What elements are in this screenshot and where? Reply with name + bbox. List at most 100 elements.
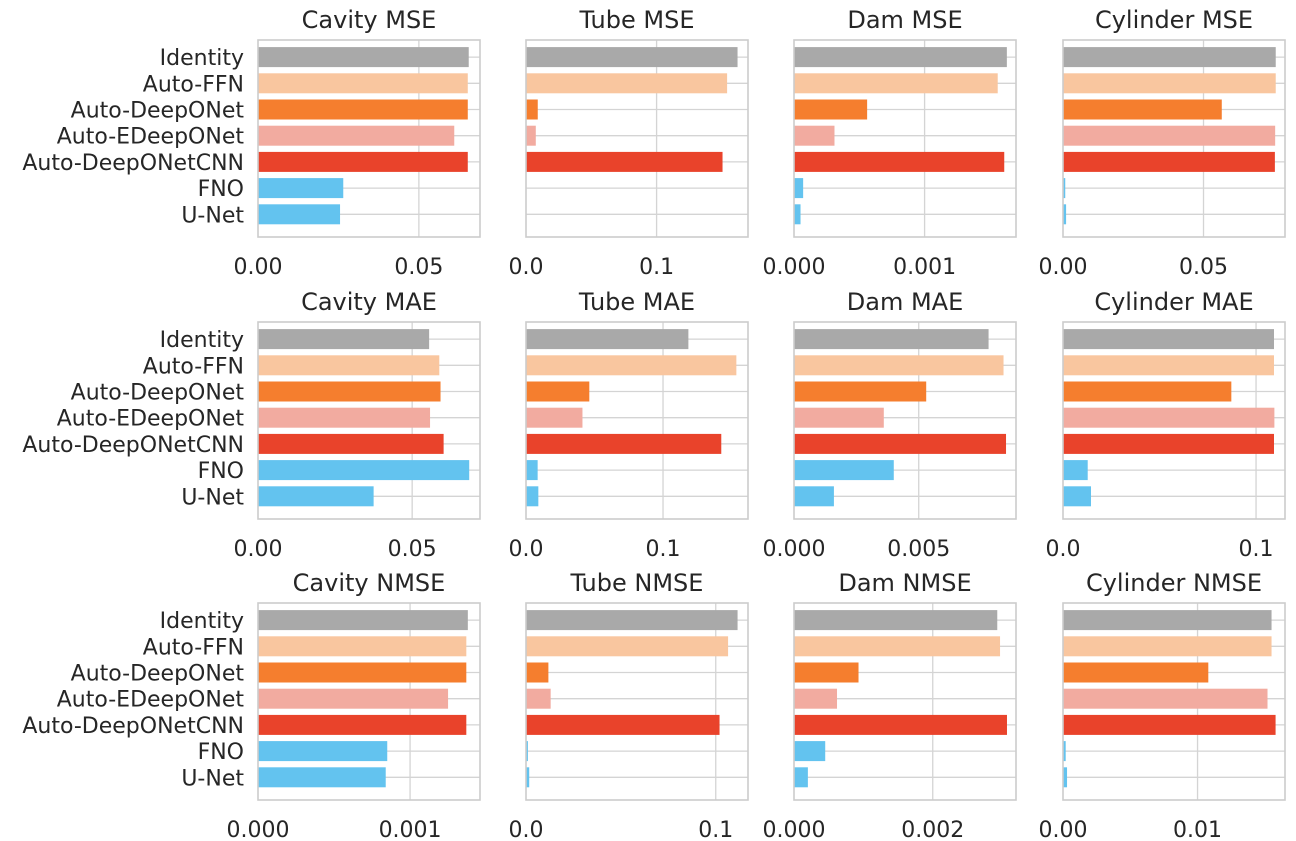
bar-cylinder-mse-identity	[1063, 47, 1276, 68]
bar-tube-mae-auto-edeeponet	[526, 407, 583, 428]
bar-cylinder-mse-auto-ffn	[1063, 73, 1276, 94]
category-label: Auto-EDeepONet	[57, 125, 245, 150]
bar-cylinder-mae-auto-edeeponet	[1063, 407, 1275, 428]
x-tick-label: 0.000	[763, 818, 826, 841]
bar-cavity-nmse-u-net	[258, 767, 386, 788]
bar-dam-mae-auto-ffn	[794, 355, 1004, 376]
bar-cylinder-mse-auto-edeeponet	[1063, 125, 1276, 146]
bar-cavity-nmse-auto-deeponet	[258, 662, 467, 683]
x-tick-label: 0.0	[509, 255, 544, 280]
panel-frame-tube-mae	[525, 321, 749, 520]
category-label: Auto-FFN	[143, 635, 244, 660]
x-tick-label: 0.00	[234, 255, 283, 280]
category-label: Auto-FFN	[143, 354, 244, 379]
bar-cavity-nmse-identity	[258, 610, 468, 631]
category-label: U-Net	[181, 203, 244, 228]
category-label: Auto-DeepONetCNN	[22, 151, 244, 176]
bar-cavity-mae-auto-edeeponet	[258, 407, 431, 428]
bar-cylinder-mse-u-net	[1063, 204, 1067, 225]
x-tick-label: 0.1	[698, 818, 733, 841]
chart-title-cavity-mae: Cavity MAE	[301, 288, 437, 316]
bar-cavity-mse-identity	[258, 47, 469, 68]
bar-cavity-mae-identity	[258, 329, 430, 350]
bar-cylinder-mae-fno	[1063, 460, 1088, 481]
bar-cylinder-mse-auto-deeponetcnn	[1063, 151, 1275, 172]
bar-tube-mse-auto-deeponet	[526, 99, 538, 120]
bar-dam-mae-auto-deeponet	[794, 381, 927, 402]
chart-title-cavity-mse: Cavity MSE	[302, 6, 437, 34]
category-label: FNO	[198, 177, 244, 202]
bar-dam-nmse-auto-ffn	[794, 636, 1001, 657]
bar-dam-mse-auto-edeeponet	[794, 125, 835, 146]
chart-title-cavity-nmse: Cavity NMSE	[293, 569, 446, 597]
bar-dam-mse-fno	[794, 178, 804, 199]
bar-tube-nmse-auto-deeponet	[526, 662, 549, 683]
bar-tube-nmse-auto-deeponetcnn	[526, 714, 720, 735]
bar-cavity-nmse-auto-deeponetcnn	[258, 714, 467, 735]
bar-cylinder-nmse-auto-ffn	[1063, 636, 1272, 657]
bar-dam-nmse-auto-deeponet	[794, 662, 859, 683]
chart-title-dam-mse: Dam MSE	[847, 6, 962, 34]
x-tick-label: 0.001	[379, 818, 442, 841]
bar-dam-mse-auto-ffn	[794, 73, 998, 94]
bar-cavity-mae-auto-deeponetcnn	[258, 433, 444, 454]
chart-title-cylinder-mae: Cylinder MAE	[1094, 288, 1253, 316]
category-label: Identity	[160, 46, 244, 71]
panel-frame-cavity-mse	[257, 39, 481, 238]
bar-cylinder-nmse-auto-deeponetcnn	[1063, 714, 1276, 735]
bar-cylinder-nmse-fno	[1063, 741, 1066, 762]
panel-frame-cavity-nmse	[257, 602, 481, 801]
panel-frame-cylinder-mse	[1062, 39, 1286, 238]
bar-cavity-mse-auto-deeponetcnn	[258, 151, 468, 172]
category-label: Auto-DeepONet	[71, 662, 245, 687]
x-tick-label: 0.000	[763, 537, 826, 562]
bar-tube-nmse-fno	[526, 741, 528, 762]
bar-tube-nmse-auto-ffn	[526, 636, 729, 657]
bar-tube-nmse-auto-edeeponet	[526, 688, 551, 709]
bar-dam-nmse-auto-deeponetcnn	[794, 714, 1007, 735]
x-tick-label: 0.002	[901, 818, 964, 841]
bar-cavity-mae-u-net	[258, 486, 374, 507]
bar-dam-mse-u-net	[794, 204, 801, 225]
bar-dam-nmse-fno	[794, 741, 826, 762]
x-tick-label: 0.05	[388, 537, 437, 562]
bar-cylinder-nmse-identity	[1063, 610, 1272, 631]
bar-dam-mae-fno	[794, 460, 894, 481]
bar-cylinder-mse-auto-deeponet	[1063, 99, 1222, 120]
x-tick-label: 0.05	[394, 255, 443, 280]
category-label: Identity	[160, 609, 244, 634]
category-label: Auto-DeepONet	[71, 381, 245, 406]
panel-frame-cylinder-mae	[1062, 321, 1286, 520]
bar-dam-mse-identity	[794, 47, 1007, 68]
x-tick-label: 0.00	[1039, 818, 1088, 841]
panel-frame-tube-nmse	[525, 602, 749, 801]
x-tick-label: 0.000	[763, 255, 826, 280]
x-tick-label: 0.05	[1179, 255, 1228, 280]
bar-cavity-mse-fno	[258, 178, 344, 199]
x-tick-label: 0.0	[1046, 537, 1081, 562]
bar-cylinder-mae-auto-deeponet	[1063, 381, 1232, 402]
bar-dam-nmse-u-net	[794, 767, 808, 788]
bar-cavity-mse-auto-ffn	[258, 73, 468, 94]
chart-title-cylinder-mse: Cylinder MSE	[1095, 6, 1253, 34]
bar-cylinder-mae-u-net	[1063, 486, 1091, 507]
category-label: Auto-EDeepONet	[57, 688, 245, 713]
category-label: FNO	[198, 459, 244, 484]
bar-cavity-nmse-auto-ffn	[258, 636, 467, 657]
bar-cylinder-nmse-u-net	[1063, 767, 1068, 788]
panel-frame-cylinder-nmse	[1062, 602, 1286, 801]
bar-cavity-mae-fno	[258, 460, 470, 481]
bar-dam-mae-auto-deeponetcnn	[794, 433, 1007, 454]
bar-cylinder-mae-auto-deeponetcnn	[1063, 433, 1274, 454]
x-tick-label: 0.00	[1039, 255, 1088, 280]
bar-tube-nmse-u-net	[526, 767, 530, 788]
panel-frame-dam-nmse	[793, 602, 1017, 801]
bar-tube-mae-auto-ffn	[526, 355, 737, 376]
bar-dam-mse-auto-deeponetcnn	[794, 151, 1005, 172]
category-label: Identity	[160, 328, 244, 353]
chart-title-dam-nmse: Dam NMSE	[838, 569, 971, 597]
chart-title-dam-mae: Dam MAE	[847, 288, 963, 316]
bar-tube-mae-u-net	[526, 486, 539, 507]
panel-frame-dam-mae	[793, 321, 1017, 520]
